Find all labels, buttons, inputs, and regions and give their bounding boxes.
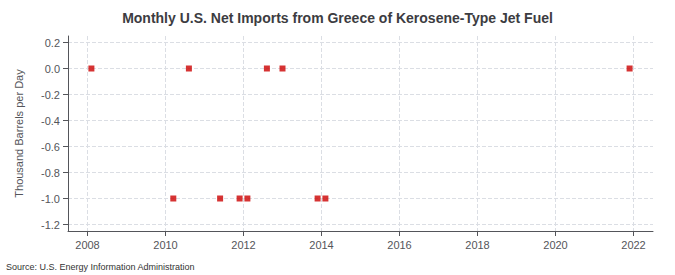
svg-text:0.2: 0.2	[45, 37, 60, 49]
svg-text:2016: 2016	[387, 239, 411, 251]
svg-text:-1.0: -1.0	[41, 193, 60, 205]
svg-text:2014: 2014	[309, 239, 333, 251]
svg-text:2008: 2008	[75, 239, 99, 251]
svg-text:-0.4: -0.4	[41, 115, 60, 127]
svg-text:Monthly U.S. Net Imports from: Monthly U.S. Net Imports from Greece of …	[122, 10, 553, 26]
svg-text:2018: 2018	[465, 239, 489, 251]
svg-text:Thousand Barrels per Day: Thousand Barrels per Day	[13, 69, 25, 198]
svg-text:-0.8: -0.8	[41, 167, 60, 179]
svg-text:-1.2: -1.2	[41, 219, 60, 231]
svg-text:2022: 2022	[621, 239, 645, 251]
svg-text:-0.2: -0.2	[41, 89, 60, 101]
svg-text:2010: 2010	[153, 239, 177, 251]
svg-text:2012: 2012	[231, 239, 255, 251]
svg-text:-0.6: -0.6	[41, 141, 60, 153]
svg-text:0.0: 0.0	[45, 63, 60, 75]
svg-text:2020: 2020	[543, 239, 567, 251]
svg-text:Source: U.S. Energy Informatio: Source: U.S. Energy Information Administ…	[6, 262, 195, 272]
